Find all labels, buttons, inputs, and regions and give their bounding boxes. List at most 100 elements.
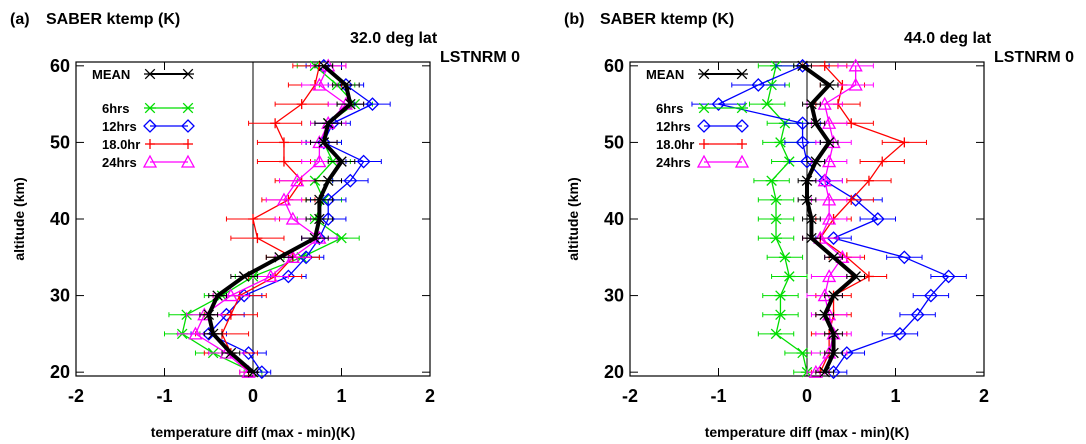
marker-asterisk-d2 [207, 328, 219, 340]
data-point [817, 173, 832, 187]
marker-triangle [263, 269, 278, 283]
data-point [817, 96, 832, 110]
lstnrm-label: LSTNRM 0 [994, 49, 1074, 66]
marker-asterisk-d2 [766, 175, 777, 186]
x-axis-label: temperature diff (max - min)(K) [705, 424, 910, 440]
data-point [801, 175, 813, 186]
data-point [805, 213, 818, 225]
y-tick-label: 50 [604, 132, 624, 152]
marker-asterisk-d2 [336, 232, 347, 244]
marker-diamond [923, 288, 938, 303]
data-point [848, 58, 863, 72]
legend-label: 6hrs [656, 101, 683, 116]
marker-asterisk-d2 [770, 328, 782, 340]
marker-triangle [180, 154, 196, 168]
marker-diamond [143, 119, 157, 133]
data-point [770, 232, 783, 244]
marker-asterisk-d2 [314, 213, 325, 225]
marker-asterisk-d2 [761, 98, 773, 110]
marker-diamond [897, 250, 912, 265]
marker-diamond [893, 326, 907, 341]
marker-asterisk-d2 [736, 68, 748, 80]
series-line [717, 65, 950, 373]
marker-asterisk-d2 [314, 194, 325, 206]
y-tick-label: 40 [50, 209, 70, 229]
panel-label: (b) [564, 11, 584, 28]
marker-asterisk-d2 [247, 366, 259, 378]
marker-asterisk-d2 [698, 68, 710, 80]
y-tick-label: 60 [50, 56, 70, 76]
data-point [248, 214, 258, 224]
marker-asterisk-d2 [797, 60, 808, 72]
legend-label: 18.0hr [102, 137, 140, 152]
legend-label: 12hrs [656, 119, 691, 134]
data-point [224, 347, 237, 359]
marker-triangle [822, 115, 837, 129]
marker-triangle [734, 154, 750, 168]
data-point [278, 156, 289, 167]
data-point [223, 288, 238, 302]
data-point [770, 194, 783, 206]
marker-diamond [795, 135, 810, 150]
data-point [225, 309, 236, 320]
data-point [365, 97, 380, 112]
series-mean [199, 60, 365, 378]
marker-asterisk-d2 [144, 68, 156, 80]
data-point [848, 77, 863, 91]
marker-asterisk-d2 [182, 68, 194, 80]
data-point [823, 137, 836, 148]
data-point [827, 252, 840, 263]
marker-triangle [817, 96, 832, 110]
data-point [765, 175, 778, 186]
data-point [778, 252, 791, 263]
marker-asterisk-d2 [318, 137, 330, 148]
data-point [801, 194, 813, 206]
data-point [796, 60, 809, 72]
marker-diamond [735, 119, 749, 133]
x-tick-label: 0 [802, 386, 812, 406]
marker-diamond [941, 269, 956, 284]
legend-label: MEAN [92, 67, 130, 82]
marker-asterisk-d2 [828, 347, 839, 359]
data-point [827, 290, 840, 301]
data-point [344, 98, 357, 110]
marker-asterisk-d2 [806, 98, 817, 110]
data-point [774, 309, 787, 320]
marker-asterisk-d2 [775, 137, 786, 148]
x-tick-label: 2 [425, 386, 435, 406]
data-point [877, 156, 888, 167]
data-point [897, 250, 912, 265]
marker-triangle [142, 154, 158, 168]
data-point [761, 98, 774, 110]
data-point [863, 175, 874, 186]
marker-asterisk-d2 [819, 309, 830, 320]
marker-triangle [290, 173, 305, 187]
legend-label: 12hrs [102, 119, 137, 134]
data-point [770, 328, 783, 340]
marker-asterisk-d2 [225, 347, 237, 359]
y-axis-label: altitude (km) [565, 177, 581, 260]
data-point [822, 192, 837, 206]
marker-diamond [181, 119, 195, 133]
marker-triangle [822, 269, 837, 283]
marker-asterisk-d2 [212, 290, 223, 301]
data-point [849, 271, 862, 282]
marker-asterisk-d2 [182, 102, 194, 114]
marker-diamond [365, 97, 380, 112]
series-mean [793, 60, 866, 378]
data-point [863, 271, 874, 282]
data-point [247, 366, 259, 378]
data-point [870, 212, 885, 226]
data-point [783, 271, 796, 282]
marker-asterisk-d2 [340, 79, 352, 91]
data-point [827, 347, 840, 359]
legend-label: 24hrs [102, 155, 137, 170]
y-tick-label: 20 [604, 362, 624, 382]
marker-asterisk-d2 [823, 79, 835, 91]
marker-asterisk-d2 [144, 102, 156, 114]
data-point [313, 213, 326, 225]
data-point [923, 288, 938, 303]
data-point [276, 192, 292, 206]
marker-triangle [223, 288, 238, 302]
